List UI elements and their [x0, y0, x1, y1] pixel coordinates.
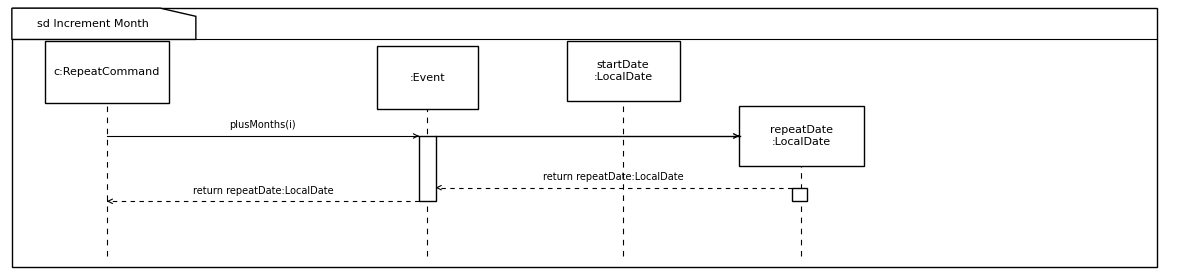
Bar: [377, 46, 477, 109]
Bar: [44, 41, 169, 103]
Text: c:RepeatCommand: c:RepeatCommand: [53, 67, 160, 77]
Bar: [792, 188, 807, 201]
Text: return repeatDate:LocalDate: return repeatDate:LocalDate: [192, 186, 334, 196]
Bar: [567, 41, 679, 101]
Text: :Event: :Event: [410, 73, 445, 82]
Bar: [419, 136, 436, 201]
Bar: [738, 106, 863, 166]
Text: return repeatDate:LocalDate: return repeatDate:LocalDate: [544, 172, 684, 182]
Text: sd Increment Month: sd Increment Month: [37, 19, 148, 29]
Text: startDate
:LocalDate: startDate :LocalDate: [594, 60, 653, 82]
Text: plusMonths(i): plusMonths(i): [229, 120, 297, 130]
Polygon shape: [12, 8, 196, 39]
Text: repeatDate
:LocalDate: repeatDate :LocalDate: [769, 125, 833, 147]
